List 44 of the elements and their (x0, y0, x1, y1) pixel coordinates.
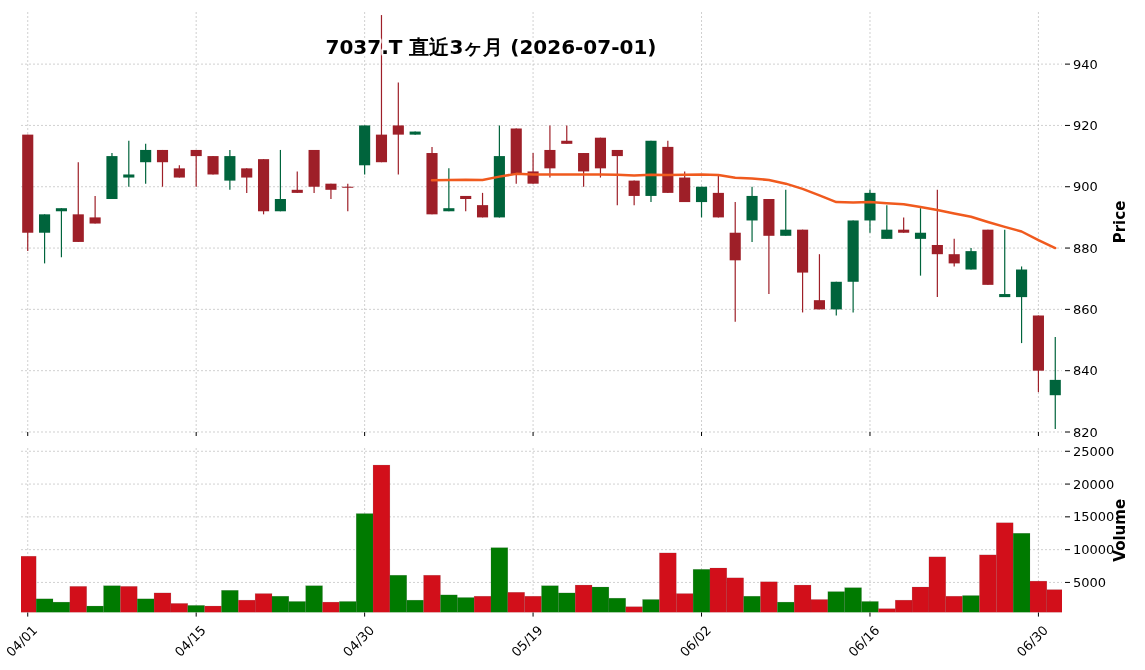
candlestick (274, 149, 286, 212)
candlestick (813, 253, 825, 310)
candlestick (190, 149, 202, 188)
candlestick (611, 149, 623, 206)
candlestick (578, 152, 590, 188)
y-tick-label: 20000 (1073, 476, 1115, 492)
y-tick-label: 5000 (1073, 574, 1107, 590)
candlestick (55, 207, 67, 258)
candlestick (140, 143, 152, 185)
candlestick (544, 124, 556, 179)
candlestick (241, 167, 253, 194)
candlestick (342, 183, 354, 212)
candlestick (628, 180, 640, 206)
candlestick (780, 189, 792, 237)
candlestick (695, 186, 708, 218)
candlestick (325, 183, 337, 200)
candlestick (561, 124, 573, 145)
candlestick (914, 207, 927, 277)
candlestick (392, 81, 404, 176)
candlestick (931, 189, 943, 298)
y-axis-title: Price (1111, 200, 1129, 244)
y-tick-label: 820 (1073, 424, 1098, 440)
y-tick-label: 940 (1073, 56, 1098, 72)
y-tick-label: 25000 (1073, 443, 1115, 459)
y-tick-label: 10000 (1073, 542, 1115, 558)
candlestick (89, 195, 101, 225)
candlestick (999, 229, 1011, 298)
candlestick (965, 247, 977, 271)
candlestick (948, 238, 960, 268)
candlestick (881, 204, 893, 240)
candlestick (156, 149, 169, 188)
candlestick (291, 170, 303, 194)
y-tick-label: 840 (1073, 363, 1098, 379)
y-tick-label: 15000 (1073, 509, 1115, 525)
line-series (430, 172, 1057, 250)
y-tick-label: 900 (1073, 179, 1098, 195)
y-tick-label: 860 (1073, 301, 1098, 317)
y-tick-label: 920 (1073, 117, 1098, 133)
candlestick (123, 140, 135, 188)
candlestick (39, 213, 51, 264)
candlestick (443, 167, 455, 212)
candlestick (1049, 336, 1061, 430)
candlestick (476, 192, 489, 218)
y-tick-label: 880 (1073, 240, 1098, 256)
